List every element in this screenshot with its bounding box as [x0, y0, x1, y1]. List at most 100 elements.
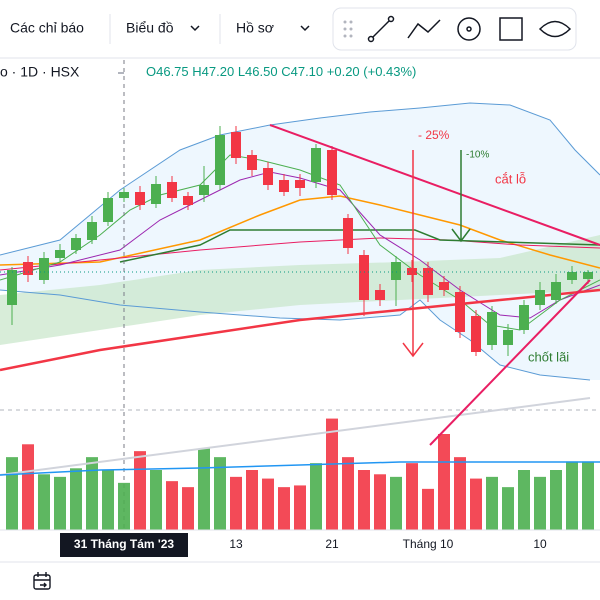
volume-bar [374, 474, 386, 530]
volume-bar [134, 451, 146, 530]
candle-body [295, 180, 305, 188]
candle-body [167, 182, 177, 198]
candle-body [263, 168, 273, 185]
toolbar-item[interactable]: Biểu đồ [126, 20, 174, 36]
volume-bar [486, 476, 498, 530]
candle-body [455, 292, 465, 332]
resistance-line [269, 124, 600, 246]
annotation: cắt lỗ [495, 171, 526, 186]
ellipse-tool[interactable] [538, 20, 572, 38]
candle-body [551, 282, 561, 300]
ohlc-open: O46.75 [146, 64, 189, 79]
candle-body [215, 135, 225, 185]
volume-bar [406, 463, 418, 530]
ohlc-change: +0.20 (+0.43%) [327, 64, 417, 79]
candle-body [535, 290, 545, 305]
ohlc-low: L46.50 [238, 64, 278, 79]
candle-body [135, 192, 145, 205]
volume-bar [38, 474, 50, 530]
circle-tool-center [466, 26, 472, 32]
candle-body [359, 255, 369, 300]
candle-body [391, 262, 401, 280]
annotation: - 25% [418, 128, 450, 142]
toolbar-item[interactable]: Hồ sơ [236, 20, 274, 36]
candle-body [7, 270, 17, 305]
ma-200 [0, 288, 600, 372]
ohlc-legend: O46.75 H47.20 L46.50 C47.10 +0.20 (+0.43… [146, 64, 416, 79]
volume-bar [182, 487, 194, 530]
candle-body [231, 132, 241, 158]
volume-bar [198, 448, 210, 530]
trendline-tool-dot [367, 35, 375, 43]
candle-body [439, 282, 449, 290]
volume-bar [422, 488, 434, 530]
volume-bar [214, 457, 226, 530]
circle-tool[interactable] [457, 17, 481, 41]
volume-bar [582, 461, 594, 530]
volume-bar [566, 461, 578, 530]
arrow-down [402, 150, 424, 358]
date-range-icon[interactable] [33, 572, 51, 590]
x-tick-label: Tháng 10 [403, 537, 454, 551]
ohlc-close: C47.10 [281, 64, 323, 79]
candle-body [183, 196, 193, 205]
volume-bar [470, 478, 482, 530]
trendline-tool-dot [387, 15, 395, 23]
volume-ma [0, 461, 600, 476]
volume-bar [118, 482, 130, 530]
candle-body [375, 290, 385, 300]
candle-body [119, 192, 129, 198]
candle-body [23, 262, 33, 275]
volume-bar [150, 470, 162, 530]
kijun [119, 229, 600, 263]
trendline-tool[interactable] [369, 17, 393, 41]
volume-bar [518, 470, 530, 530]
candle-body [327, 150, 337, 195]
volume-bar [54, 476, 66, 530]
volume-bar [438, 434, 450, 530]
crosshair-label: 31 Tháng Tám '23 [74, 537, 175, 551]
candle-body [487, 312, 497, 345]
volume-bar [326, 418, 338, 530]
candle-body [471, 316, 481, 352]
candle-body [583, 272, 593, 279]
volume-bar [166, 481, 178, 530]
support-line [429, 279, 591, 446]
dropdown-icon [300, 25, 310, 32]
annotation: -10% [466, 150, 489, 161]
candle-body [567, 272, 577, 280]
path-tool[interactable] [407, 19, 441, 39]
volume-bar [278, 487, 290, 530]
ma-pink [0, 237, 600, 271]
arrow-down-green [451, 150, 471, 243]
volume-bar [86, 457, 98, 530]
volume-bar [102, 470, 114, 530]
volume-bar [262, 478, 274, 530]
candle-body [55, 250, 65, 258]
volume-bar [342, 457, 354, 530]
volume-bar [550, 470, 562, 530]
bollinger-upper [0, 102, 600, 256]
x-tick-label: 13 [229, 537, 243, 551]
volume-bar [310, 463, 322, 530]
volume-bar [22, 444, 34, 530]
candle-body [39, 258, 49, 280]
candle-body [247, 155, 257, 170]
drag-handle [343, 20, 353, 38]
symbol: o · 1D · HSX [0, 64, 80, 80]
volume-bar [390, 476, 402, 530]
rect-tool[interactable] [499, 17, 523, 41]
volume-bar [502, 487, 514, 530]
volume-bar [358, 470, 370, 530]
candle-body [343, 218, 353, 248]
toolbar-item[interactable]: Các chỉ báo [10, 20, 84, 36]
volume-bar [534, 476, 546, 530]
ma-purple [0, 171, 600, 319]
volume-bar [70, 468, 82, 530]
candle-body [503, 330, 513, 345]
candle-body [71, 238, 81, 250]
x-tick-label: 10 [533, 537, 547, 551]
volume-bar [294, 485, 306, 530]
bollinger-lower [0, 289, 591, 381]
